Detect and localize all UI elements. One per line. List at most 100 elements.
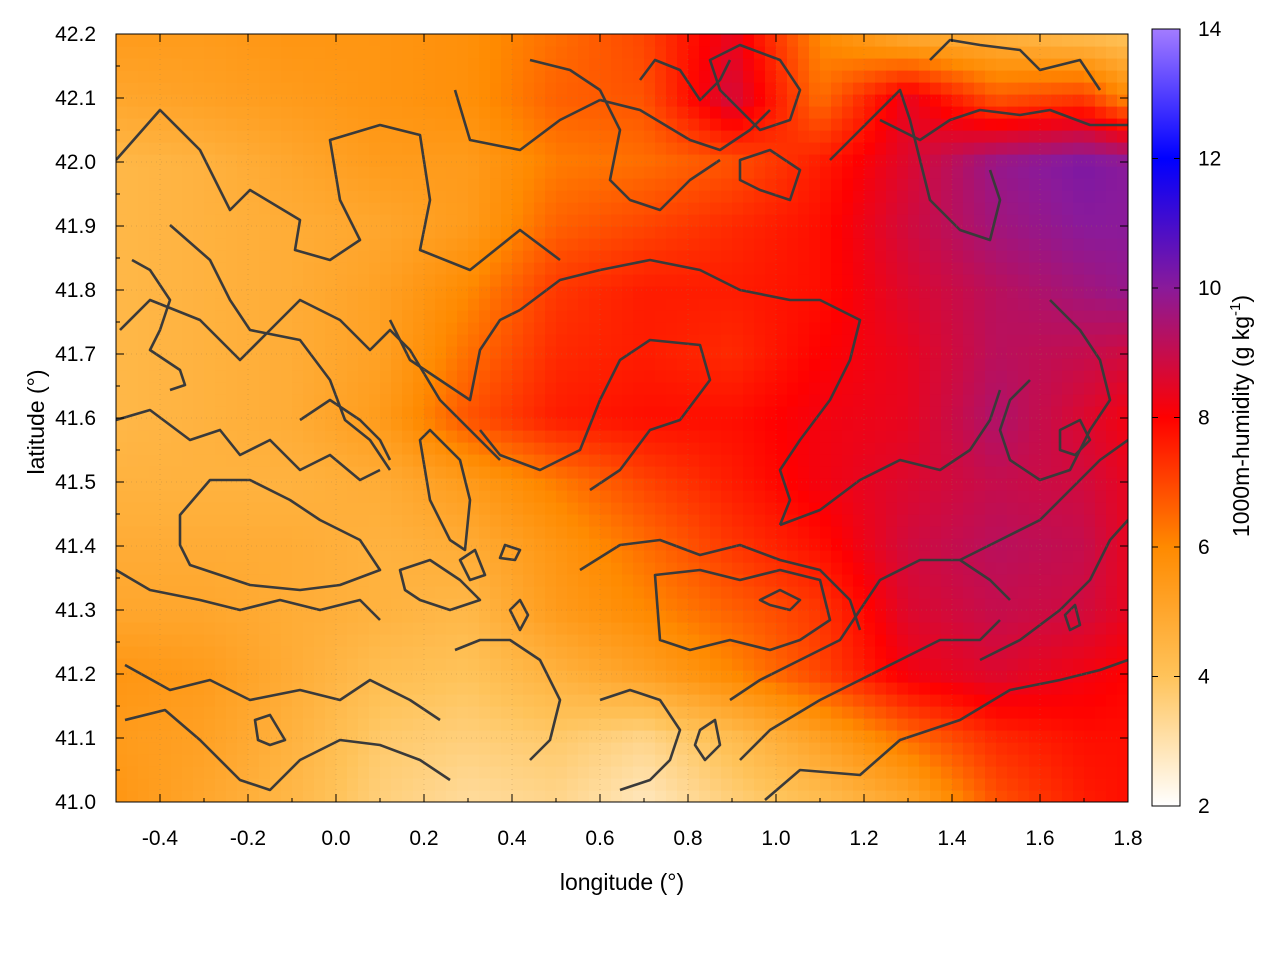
heatmap-cell <box>710 502 722 515</box>
heatmap-cell <box>809 742 821 755</box>
heatmap-cell <box>787 778 799 791</box>
heatmap-cell <box>875 502 887 515</box>
heatmap-cell <box>941 274 953 287</box>
heatmap-cell <box>314 394 326 407</box>
heatmap-cell <box>699 310 711 323</box>
heatmap-cell <box>721 394 733 407</box>
heatmap-cell <box>479 490 491 503</box>
heatmap-cell <box>314 154 326 167</box>
heatmap-cell <box>380 706 392 719</box>
heatmap-cell <box>226 94 238 107</box>
heatmap-cell <box>347 586 359 599</box>
heatmap-cell <box>963 202 975 215</box>
heatmap-cell <box>204 658 216 671</box>
heatmap-cell <box>325 286 337 299</box>
heatmap-cell <box>644 58 656 71</box>
heatmap-cell <box>259 190 271 203</box>
heatmap-cell <box>424 442 436 455</box>
heatmap-cell <box>391 154 403 167</box>
heatmap-cell <box>534 430 546 443</box>
heatmap-cell <box>567 322 579 335</box>
heatmap-cell <box>259 82 271 95</box>
heatmap-cell <box>193 538 205 551</box>
heatmap-cell <box>380 550 392 563</box>
heatmap-cell <box>358 70 370 83</box>
heatmap-cell <box>171 490 183 503</box>
heatmap-cell <box>479 154 491 167</box>
heatmap-cell <box>281 418 293 431</box>
heatmap-cell <box>875 406 887 419</box>
heatmap-cell <box>171 214 183 227</box>
heatmap-cell <box>215 106 227 119</box>
heatmap-cell <box>446 346 458 359</box>
heatmap-cell <box>864 634 876 647</box>
heatmap-cell <box>391 466 403 479</box>
heatmap-cell <box>281 730 293 743</box>
heatmap-cell <box>699 634 711 647</box>
heatmap-cell <box>182 202 194 215</box>
heatmap-cell <box>798 694 810 707</box>
heatmap-cell <box>193 754 205 767</box>
heatmap-cell <box>600 58 612 71</box>
heatmap-cell <box>237 298 249 311</box>
heatmap-cell <box>413 790 425 802</box>
heatmap-cell <box>215 34 227 47</box>
heatmap-cell <box>248 106 260 119</box>
heatmap-cell <box>171 406 183 419</box>
heatmap-cell <box>952 358 964 371</box>
heatmap-cell <box>556 778 568 791</box>
heatmap-cell <box>963 142 975 155</box>
heatmap-cell <box>754 154 766 167</box>
heatmap-cell <box>820 514 832 527</box>
heatmap-cell <box>853 478 865 491</box>
heatmap-cell <box>644 490 656 503</box>
heatmap-cell <box>732 598 744 611</box>
heatmap-cell <box>688 118 700 131</box>
heatmap-cell <box>259 418 271 431</box>
heatmap-cell <box>314 694 326 707</box>
heatmap-cell <box>171 130 183 143</box>
heatmap-cell <box>435 478 447 491</box>
heatmap-cell <box>831 778 843 791</box>
heatmap-cell <box>369 574 381 587</box>
heatmap-cell <box>853 274 865 287</box>
heatmap-cell <box>259 634 271 647</box>
heatmap-cell <box>259 226 271 239</box>
heatmap-cell <box>600 502 612 515</box>
heatmap-cell <box>622 142 634 155</box>
heatmap-cell <box>809 790 821 802</box>
heatmap-cell <box>435 586 447 599</box>
heatmap-cell <box>556 250 568 263</box>
heatmap-cell <box>875 34 887 47</box>
heatmap-cell <box>490 250 502 263</box>
heatmap-cell <box>798 766 810 779</box>
heatmap-cell <box>930 670 942 683</box>
heatmap-cell <box>281 322 293 335</box>
heatmap-cell <box>446 610 458 623</box>
heatmap-cell <box>215 562 227 575</box>
heatmap-cell <box>677 34 689 47</box>
heatmap-cell <box>160 718 172 731</box>
heatmap-cell <box>567 466 579 479</box>
heatmap-cell <box>897 538 909 551</box>
heatmap-cell <box>182 706 194 719</box>
heatmap-cell <box>611 334 623 347</box>
heatmap-cell <box>633 538 645 551</box>
heatmap-cell <box>182 358 194 371</box>
heatmap-cell <box>369 706 381 719</box>
heatmap-cell <box>589 334 601 347</box>
heatmap-cell <box>215 502 227 515</box>
heatmap-cell <box>127 34 139 47</box>
heatmap-cell <box>908 586 920 599</box>
heatmap-cell <box>413 418 425 431</box>
heatmap-cell <box>644 250 656 263</box>
heatmap-cell <box>270 34 282 47</box>
heatmap-cell <box>589 454 601 467</box>
heatmap-cell <box>710 430 722 443</box>
heatmap-cell <box>688 298 700 311</box>
heatmap-cell <box>237 538 249 551</box>
heatmap-cell <box>545 562 557 575</box>
heatmap-cell <box>391 718 403 731</box>
heatmap-cell <box>248 610 260 623</box>
heatmap-cell <box>160 58 172 71</box>
